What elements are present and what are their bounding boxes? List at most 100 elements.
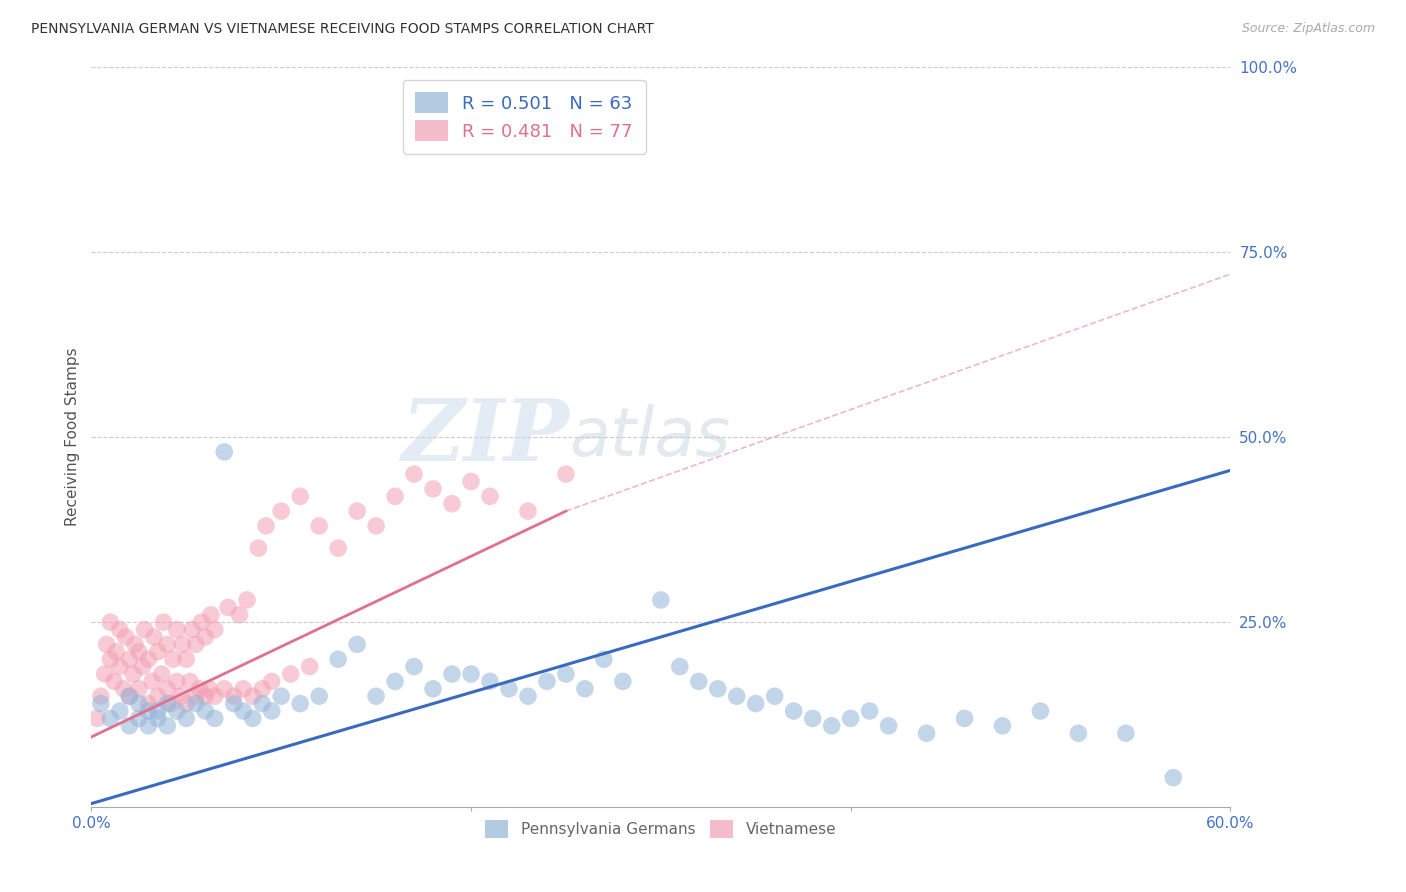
Point [404, 467, 426, 482]
Point [112, 681, 135, 696]
Point [114, 630, 136, 644]
Point [103, 674, 125, 689]
Point [384, 489, 406, 503]
Point [138, 704, 160, 718]
Point [172, 637, 194, 651]
Point [232, 681, 254, 696]
Point [98, 615, 121, 630]
Point [204, 711, 226, 725]
Point [782, 704, 804, 718]
Point [364, 689, 387, 703]
Point [669, 659, 692, 673]
Point [1115, 726, 1137, 740]
Point [204, 689, 226, 703]
Point [90, 697, 112, 711]
Point [250, 681, 273, 696]
Point [326, 541, 349, 555]
Point [174, 711, 197, 725]
Point [280, 667, 302, 681]
Point [821, 719, 844, 733]
Point [190, 615, 212, 630]
Point [146, 711, 169, 725]
Point [536, 674, 558, 689]
Point [118, 689, 141, 703]
Point [174, 697, 197, 711]
Point [156, 681, 179, 696]
Point [478, 489, 501, 503]
Point [270, 689, 292, 703]
Point [138, 719, 160, 733]
Point [422, 681, 444, 696]
Point [166, 704, 188, 718]
Point [198, 681, 221, 696]
Point [308, 689, 330, 703]
Point [517, 689, 540, 703]
Point [260, 704, 283, 718]
Point [877, 719, 900, 733]
Point [214, 445, 236, 459]
Point [232, 704, 254, 718]
Point [1029, 704, 1052, 718]
Point [270, 504, 292, 518]
Point [858, 704, 880, 718]
Point [953, 711, 976, 725]
Point [131, 659, 153, 673]
Point [290, 489, 312, 503]
Point [1067, 726, 1090, 740]
Point [478, 674, 501, 689]
Point [554, 667, 576, 681]
Point [118, 652, 141, 666]
Point [90, 689, 112, 703]
Point [236, 593, 259, 607]
Point [242, 711, 264, 725]
Point [160, 697, 183, 711]
Point [200, 607, 222, 622]
Point [108, 659, 131, 673]
Point [184, 689, 207, 703]
Point [128, 697, 150, 711]
Point [128, 681, 150, 696]
Point [194, 630, 217, 644]
Point [290, 697, 312, 711]
Point [298, 659, 321, 673]
Point [98, 711, 121, 725]
Point [346, 504, 368, 518]
Point [162, 652, 184, 666]
Point [204, 623, 226, 637]
Point [122, 667, 145, 681]
Point [146, 645, 169, 659]
Point [460, 475, 482, 489]
Point [194, 704, 217, 718]
Point [179, 674, 201, 689]
Point [128, 711, 150, 725]
Point [422, 482, 444, 496]
Point [118, 689, 141, 703]
Point [612, 674, 634, 689]
Point [404, 659, 426, 673]
Point [384, 674, 406, 689]
Point [188, 681, 211, 696]
Point [254, 519, 277, 533]
Point [146, 689, 169, 703]
Point [247, 541, 270, 555]
Point [460, 667, 482, 681]
Point [1161, 771, 1184, 785]
Point [915, 726, 938, 740]
Point [118, 719, 141, 733]
Point [441, 667, 464, 681]
Text: ZIP: ZIP [402, 395, 569, 479]
Point [260, 674, 283, 689]
Point [498, 681, 520, 696]
Point [554, 467, 576, 482]
Point [141, 674, 163, 689]
Point [308, 519, 330, 533]
Point [839, 711, 862, 725]
Point [228, 607, 250, 622]
Point [184, 697, 207, 711]
Point [745, 697, 768, 711]
Point [105, 645, 128, 659]
Point [128, 645, 150, 659]
Point [150, 667, 173, 681]
Point [214, 681, 236, 696]
Point [222, 689, 245, 703]
